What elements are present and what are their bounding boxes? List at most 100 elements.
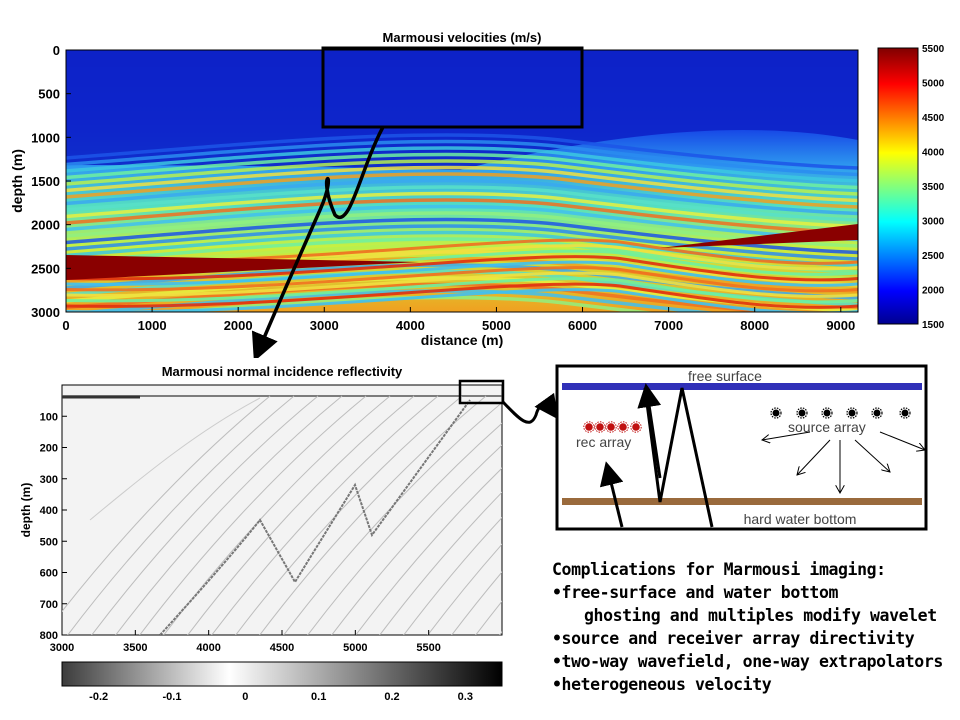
receiver-icon: [605, 421, 617, 433]
water-bottom-line: [562, 498, 922, 505]
reflectivity-x-tick: 3000: [50, 642, 74, 654]
receiver-icon: [617, 421, 629, 433]
velocity-colorbar: [877, 47, 919, 325]
velocity-colorbar-tick: 3000: [922, 217, 945, 228]
ray-multiple: [643, 387, 714, 528]
velocity-title: Marmousi velocities (m/s): [383, 30, 542, 45]
velocity-colorbar-tick: 4500: [922, 113, 945, 124]
reflectivity-y-tick: 700: [40, 599, 58, 611]
notes-item-5: •heterogeneous velocity: [552, 675, 772, 694]
reflectivity-colorbar-tick: -0.2: [89, 691, 108, 703]
reflectivity-colorbar-tick: 0.1: [311, 691, 326, 703]
reflectivity-colorbar-tick: 0: [242, 691, 248, 703]
velocity-y-tick: 2000: [31, 218, 60, 233]
velocity-y-tick: 2500: [31, 261, 60, 276]
free-surface-line: [562, 383, 922, 390]
velocity-colorbar-tick: 1500: [922, 320, 945, 331]
reflectivity-colorbar-tick: 0.3: [458, 691, 473, 703]
reflectivity-x-tick: 5500: [416, 642, 440, 654]
reflectivity-x-tick: 4000: [196, 642, 220, 654]
reflectivity-y-tick: 400: [40, 505, 58, 517]
velocity-x-tick: 3000: [310, 318, 339, 333]
receiver-icon: [630, 421, 642, 433]
velocity-colorbar-ticks: 5500 5000 4500 4000 3500 3000 2500 2000 1500: [922, 44, 945, 331]
reflectivity-colorbar-tick: 0.2: [384, 691, 399, 703]
free-surface-label: free surface: [688, 368, 762, 384]
velocity-x-label: distance (m): [421, 332, 503, 348]
salt-wedge-left: [66, 255, 420, 280]
reflectivity-y-label: depth (m): [19, 483, 33, 538]
zoom-arrow-1: [251, 126, 385, 362]
velocity-x-tick: 4000: [396, 318, 425, 333]
reflectivity-y-tick: 500: [40, 536, 58, 548]
velocity-x-tick: 7000: [654, 318, 683, 333]
salt-wedge-right: [660, 224, 858, 248]
water-bottom-label: hard water bottom: [744, 511, 857, 527]
velocity-panel: Marmousi velocities (m/s) 0 1000 2000 3000 4…: [9, 30, 945, 348]
receiver-icon: [594, 421, 606, 433]
velocity-x-tick: 0: [62, 318, 69, 333]
velocity-y-tick: 3000: [31, 305, 60, 320]
reflectivity-colorbar: [61, 661, 503, 687]
directivity-arrows: [762, 431, 925, 493]
zoom-arrow-2: [501, 392, 559, 424]
velocity-colorbar-tick: 2000: [922, 286, 945, 297]
source-icon: [871, 407, 883, 419]
notes-item-1: •free-surface and water bottom: [552, 583, 839, 602]
velocity-x-tick: 5000: [482, 318, 511, 333]
notes-item-2: ghosting and multiples modify wavelet: [584, 606, 937, 625]
ray-upgoing: [599, 461, 624, 528]
source-icon: [846, 407, 858, 419]
reflectivity-colorbar-ticks: -0.2 -0.1 0 0.1 0.2 0.3: [89, 691, 473, 703]
velocity-image: [66, 50, 858, 312]
velocity-x-tick: 6000: [568, 318, 597, 333]
receiver-array: [583, 421, 642, 433]
reflectivity-y-tick: 100: [40, 411, 58, 423]
source-icon: [770, 407, 782, 419]
notes-item-4: •two-way wavefield, one-way extrapolator…: [552, 652, 943, 671]
complications-notes: Complications for Marmousi imaging: •fre…: [552, 558, 957, 696]
reflectivity-colorbar-tick: -0.1: [163, 691, 182, 703]
reflectivity-lines: [62, 395, 502, 635]
schematic-panel: free surface hard water bottom rec array…: [555, 364, 928, 531]
zoom-box-velocity: [321, 46, 584, 129]
source-icon: [899, 407, 911, 419]
source-icon: [796, 407, 808, 419]
reflectivity-y-tick: 800: [40, 630, 58, 642]
reflectivity-x-ticks: 3000 3500 4000 4500 5000 5500: [50, 630, 441, 654]
velocity-y-tick: 1000: [31, 130, 60, 145]
velocity-layers: [66, 133, 858, 312]
velocity-x-tick: 2000: [224, 318, 253, 333]
reflectivity-title: Marmousi normal incidence reflectivity: [162, 364, 403, 379]
velocity-x-tick: 8000: [740, 318, 769, 333]
rec-array-label: rec array: [576, 434, 631, 450]
velocity-x-tick: 9000: [826, 318, 855, 333]
zoom-box-reflectivity: [458, 379, 505, 405]
velocity-colorbar-tick: 5000: [922, 79, 945, 90]
receiver-icon: [583, 421, 595, 433]
reflectivity-x-tick: 5000: [343, 642, 367, 654]
source-icon: [821, 407, 833, 419]
reflectivity-y-tick: 200: [40, 443, 58, 455]
notes-heading: Complications for Marmousi imaging:: [552, 560, 886, 579]
reflectivity-y-tick: 300: [40, 474, 58, 486]
reflectivity-x-tick: 3500: [123, 642, 147, 654]
velocity-x-ticks: 0 1000 2000 3000 4000 5000 6000 7000 8000 9000: [62, 307, 855, 333]
velocity-colorbar-tick: 4000: [922, 148, 945, 159]
reflectivity-x-tick: 4500: [270, 642, 294, 654]
reflectivity-panel: Marmousi normal incidence reflectivity 3…: [0, 358, 520, 720]
ray-ghost: [637, 383, 662, 479]
velocity-y-tick: 0: [53, 43, 60, 58]
reflectivity-y-tick: 600: [40, 568, 58, 580]
source-array-label: source array: [788, 419, 866, 435]
velocity-colorbar-tick: 2500: [922, 251, 945, 262]
source-array: [770, 407, 911, 419]
notes-item-3: •source and receiver array directivity: [552, 629, 915, 648]
velocity-y-label: depth (m): [9, 149, 25, 213]
velocity-colorbar-tick: 3500: [922, 182, 945, 193]
velocity-y-tick: 500: [38, 87, 60, 102]
velocity-colorbar-tick: 5500: [922, 44, 945, 55]
velocity-y-tick: 1500: [31, 174, 60, 189]
reflectivity-image: [61, 384, 503, 636]
